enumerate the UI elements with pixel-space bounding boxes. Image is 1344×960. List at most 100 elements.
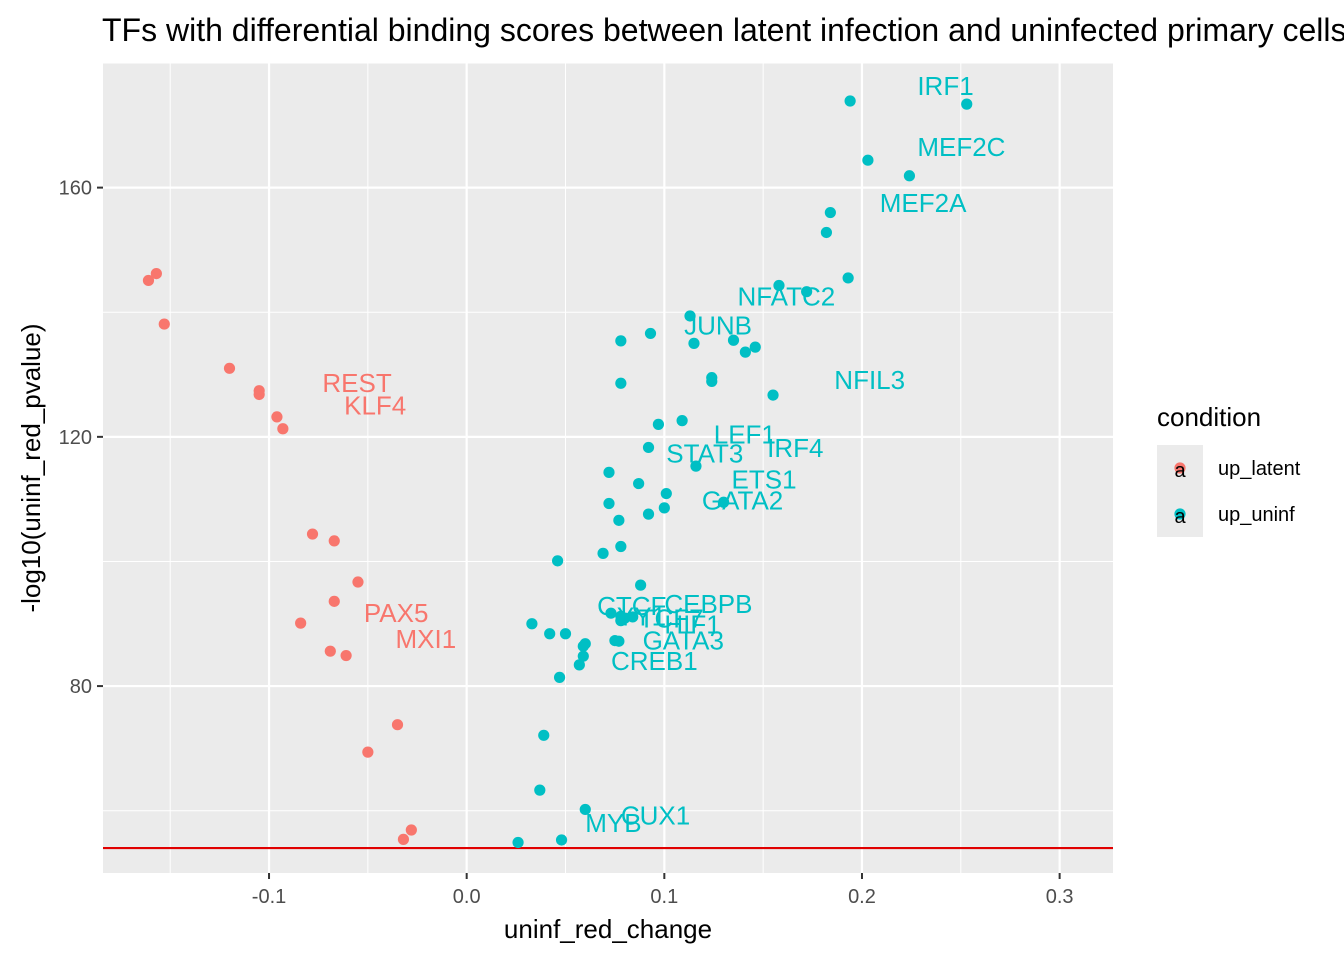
- data-point-up_uninf: [615, 540, 627, 553]
- data-point-up_uninf: [605, 607, 617, 619]
- data-point-up_uninf: [534, 784, 546, 796]
- data-point-up_uninf: [824, 206, 836, 219]
- data-point-up_uninf: [603, 497, 615, 510]
- data-point-up_uninf: [773, 279, 785, 292]
- y-tick-label: 80: [70, 676, 92, 698]
- data-point-up_uninf: [613, 514, 625, 526]
- point-label: CUX1: [621, 800, 690, 830]
- data-point-up_uninf: [652, 418, 665, 430]
- data-point-up_latent: [223, 362, 236, 374]
- data-point-up_uninf: [658, 502, 670, 514]
- point-label: HIF1: [664, 610, 720, 640]
- data-point-up_uninf: [903, 170, 916, 182]
- data-point-up_uninf: [690, 460, 702, 472]
- data-point-up_uninf: [577, 650, 589, 662]
- data-point-up_uninf: [862, 154, 874, 166]
- data-point-up_uninf: [526, 618, 538, 630]
- data-point-up_uninf: [615, 615, 627, 627]
- data-point-up_uninf: [615, 377, 627, 389]
- point-label: PAX5: [364, 598, 429, 628]
- data-point-up_latent: [277, 423, 289, 435]
- point-label: GATA2: [702, 486, 783, 516]
- x-tick-label: -0.1: [252, 886, 286, 908]
- axis-ticks: -0.1 0.0 0.1 0.2 0.3 80 120 160: [59, 178, 1074, 908]
- data-point-up_uninf: [613, 635, 625, 647]
- point-label: CREB1: [611, 646, 698, 676]
- data-point-up_uninf: [706, 375, 718, 387]
- data-point-up_uninf: [844, 95, 856, 107]
- point-label: CEBPB: [664, 589, 752, 619]
- point-label: ETS1: [732, 465, 797, 495]
- x-tick-label: 0.3: [1046, 886, 1074, 908]
- legend-label: up_latent: [1218, 458, 1301, 480]
- data-point-up_uninf: [577, 640, 589, 652]
- data-point-up_latent: [328, 535, 340, 547]
- data-point-up_latent: [253, 388, 265, 401]
- data-point-up_uninf: [644, 327, 657, 340]
- data-point-up_uninf: [551, 555, 564, 567]
- data-point-up_latent: [150, 268, 162, 280]
- point-label: YY1: [617, 602, 666, 632]
- point-label: STAT3: [666, 438, 743, 468]
- point-label: TCF7: [639, 604, 704, 634]
- point-label: LEF1: [714, 420, 776, 450]
- data-point-up_uninf: [615, 335, 627, 347]
- data-point-up_uninf: [559, 628, 572, 640]
- data-point-up_uninf: [961, 98, 973, 110]
- data-point-up_uninf: [767, 389, 779, 401]
- data-point-up_uninf: [820, 226, 833, 239]
- point-label: GATA3: [643, 625, 724, 655]
- data-point-up_latent: [295, 617, 307, 629]
- data-point-up_latent: [158, 318, 170, 330]
- data-point-up_latent: [362, 746, 374, 758]
- data-point-up_uninf: [727, 334, 740, 346]
- data-point-up_uninf: [627, 611, 639, 623]
- x-tick-label: 0.2: [848, 886, 876, 908]
- data-point-up_uninf: [553, 671, 566, 683]
- data-point-up_latent: [391, 719, 404, 731]
- data-point-up_uninf: [739, 346, 751, 358]
- point-label: IRF1: [917, 71, 973, 101]
- data-point-up_latent: [397, 833, 410, 845]
- legend-key-text-glyph: a: [1174, 506, 1186, 528]
- data-point-up_uninf: [573, 659, 585, 671]
- legend-title: condition: [1157, 402, 1261, 432]
- data-point-up_uninf: [635, 579, 647, 591]
- point-label: NFATC2: [737, 281, 835, 311]
- data-point-up_latent: [340, 649, 352, 662]
- data-point-up_uninf: [512, 836, 524, 849]
- x-tick-label: 0.0: [453, 886, 481, 908]
- data-point-up_latent: [271, 411, 283, 423]
- data-point-up_latent: [306, 528, 319, 540]
- point-label: MEF2A: [880, 188, 967, 218]
- data-point-up_uninf: [660, 487, 672, 500]
- y-tick-label: 160: [59, 178, 92, 200]
- data-point-up_uninf: [642, 508, 655, 520]
- data-point-up_uninf: [538, 729, 550, 741]
- point-label: MEF2C: [917, 132, 1005, 162]
- data-point-up_uninf: [597, 547, 609, 559]
- legend-key-text-glyph: a: [1174, 460, 1186, 482]
- point-label: JUNB: [684, 311, 752, 341]
- y-axis-title: -log10(uninf_red_pvalue): [16, 323, 46, 612]
- data-point-up_uninf: [688, 337, 700, 349]
- data-point-up_uninf: [603, 466, 615, 478]
- legend-key-point: [1174, 508, 1186, 520]
- legend-key-point: [1174, 462, 1186, 474]
- point-label: KLF4: [344, 390, 406, 420]
- data-point-up_latent: [405, 824, 417, 836]
- point-label: MXI1: [396, 624, 457, 654]
- data-point-up_uninf: [684, 310, 696, 322]
- point-label: IRF4: [767, 433, 823, 463]
- data-point-up_uninf: [633, 477, 645, 490]
- data-points: [142, 95, 973, 849]
- x-axis-title: uninf_red_change: [504, 914, 712, 944]
- data-point-up_latent: [142, 274, 155, 287]
- data-point-up_uninf: [801, 286, 813, 298]
- data-point-up_uninf: [579, 803, 591, 816]
- grid-lines: [103, 62, 1113, 873]
- data-point-up_latent: [328, 595, 340, 607]
